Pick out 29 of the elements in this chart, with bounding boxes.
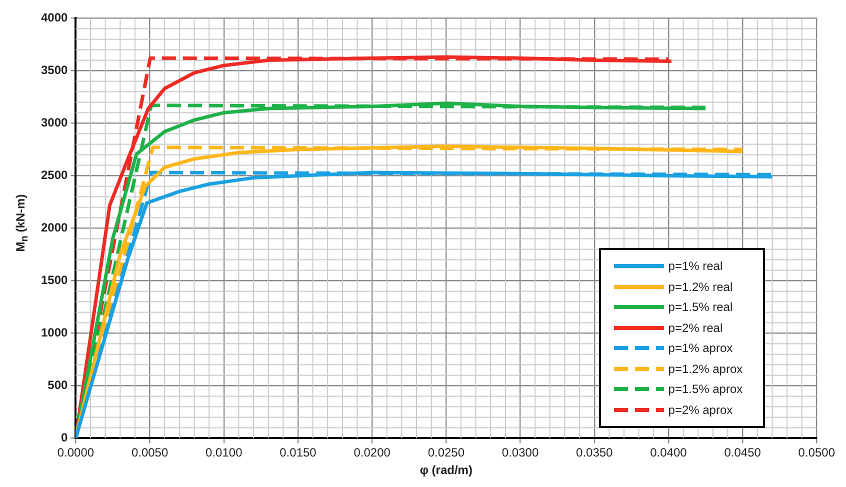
x-tick-label: 0.0050 xyxy=(131,446,168,460)
legend-label: p=2% real xyxy=(668,320,723,335)
x-tick-label: 0.0350 xyxy=(576,446,614,460)
y-tick-label: 2000 xyxy=(40,220,68,235)
x-tick-label: 0.0100 xyxy=(206,446,243,460)
legend-label: p=1.2% real xyxy=(668,280,733,294)
y-tick-label: 1500 xyxy=(40,273,68,288)
y-tick-label: 500 xyxy=(48,378,68,392)
x-tick-label: 0.0500 xyxy=(798,446,836,460)
y-tick-label: 3000 xyxy=(40,116,68,130)
legend-label: p=1.2% aprox xyxy=(668,362,743,376)
y-tick-label: 0 xyxy=(61,430,68,445)
y-tick-label: 1000 xyxy=(40,326,68,340)
x-tick-label: 0.0300 xyxy=(502,446,539,460)
x-tick-label: 0.0400 xyxy=(650,446,688,460)
x-tick-label: 0.0150 xyxy=(280,446,317,460)
legend-label: p=1.5% real xyxy=(668,300,733,314)
x-tick-label: 0.0200 xyxy=(354,446,391,460)
y-tick-label: 4000 xyxy=(40,10,68,25)
y-tick-label: 3500 xyxy=(40,63,68,78)
legend-label: p=1.5% aprox xyxy=(668,382,743,396)
legend-label: p=1% real xyxy=(668,259,723,274)
x-tick-label: 0.0250 xyxy=(428,446,465,460)
x-tick-label: 0.0000 xyxy=(57,446,94,460)
y-tick-label: 2500 xyxy=(40,168,68,182)
x-axis-title: φ (rad/m) xyxy=(420,463,472,478)
legend-label: p=1% aprox xyxy=(668,341,733,356)
x-tick-label: 0.0450 xyxy=(724,446,762,460)
legend-label: p=2% aprox xyxy=(668,402,733,417)
